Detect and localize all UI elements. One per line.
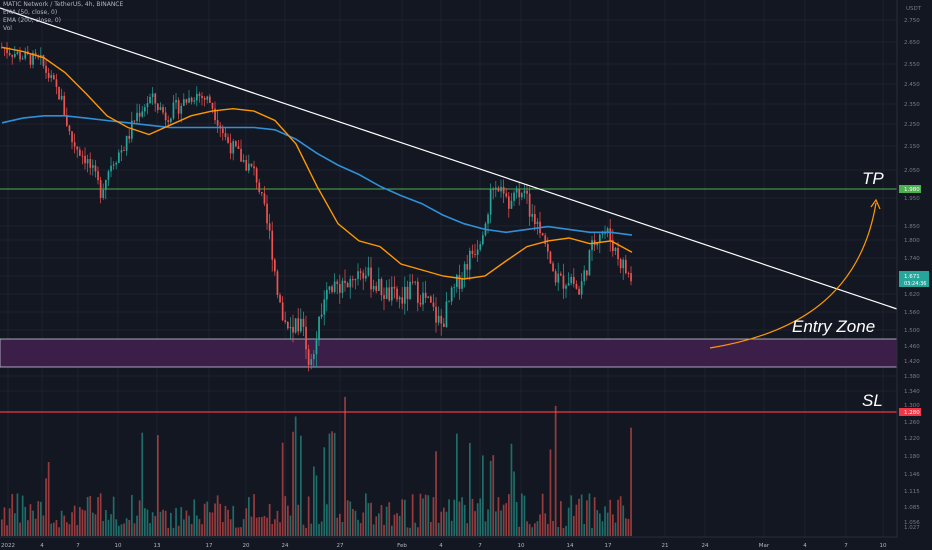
- x-tick-label: 17: [206, 543, 213, 549]
- ema200-legend: EMA (200, close, 0): [3, 17, 62, 24]
- y-tick-label: 1.500: [904, 328, 920, 334]
- y-tick-label: 2.350: [904, 102, 920, 108]
- y-tick-label: 1.340: [904, 389, 920, 395]
- tp-price-value: 1.980: [904, 187, 920, 193]
- y-tick-label: 1.620: [904, 292, 920, 298]
- x-tick-label: 7: [478, 543, 482, 549]
- x-tick-label: 27: [337, 543, 344, 549]
- y-tick-label: 1.085: [904, 505, 920, 511]
- y-tick-label: 1.740: [904, 256, 920, 262]
- current-price-tag: [899, 271, 929, 287]
- x-tick-label: 7: [844, 543, 848, 549]
- arrow-head-icon: [870, 198, 881, 210]
- entry-zone: [0, 338, 898, 368]
- x-tick-label: Mar: [759, 543, 770, 549]
- sl-label: SL: [862, 391, 883, 410]
- y-tick-label: 1.056: [904, 520, 920, 526]
- y-tick-label: 1.380: [904, 374, 920, 380]
- ema200-line: [1, 115, 633, 236]
- y-tick-label: 1.420: [904, 359, 920, 365]
- entry-zone-label: Entry Zone: [792, 317, 875, 336]
- y-tick-label: 2.550: [904, 62, 920, 68]
- x-tick-label: 13: [154, 543, 161, 549]
- x-tick-label: 17: [605, 543, 612, 549]
- y-tick-label: 1.850: [904, 224, 920, 230]
- y-tick-label: 1.460: [904, 344, 920, 350]
- downtrend-line: [0, 7, 898, 310]
- chart-legend: MATIC Network / TetherUS, 4h, BINANCE EM…: [3, 1, 123, 33]
- y-tick-label: 2.450: [904, 82, 920, 88]
- x-tick-label: 2022: [1, 543, 15, 549]
- currency-label: USDT: [906, 6, 922, 12]
- sl-price-tag: [899, 408, 921, 416]
- sl-price-value: 1.280: [904, 410, 920, 416]
- y-tick-label: 1.146: [904, 472, 920, 478]
- y-tick-label: 2.650: [904, 40, 920, 46]
- current-countdown: 03:24:36: [904, 281, 926, 287]
- x-tick-label: 20: [243, 543, 250, 549]
- x-tick-label: 10: [880, 543, 887, 549]
- ema50-legend: EMA (50, close, 0): [3, 9, 58, 16]
- y-tick-label: 1.027: [904, 525, 920, 531]
- y-tick-label: 1.260: [904, 420, 920, 426]
- x-tick-label: 4: [439, 543, 443, 549]
- y-tick-label: 1.950: [904, 196, 920, 202]
- y-tick-label: 1.180: [904, 454, 920, 460]
- y-tick-label: 1.220: [904, 436, 920, 442]
- projection-arrow: [709, 202, 877, 349]
- x-tick-label: 4: [803, 543, 807, 549]
- x-tick-label: 14: [567, 543, 574, 549]
- symbol-title: MATIC Network / TetherUS, 4h, BINANCE: [3, 1, 124, 8]
- volume-bars: [1, 396, 632, 536]
- y-tick-label: 1.115: [904, 489, 920, 495]
- x-tick-label: 24: [702, 543, 709, 549]
- ema50-line: [1, 46, 633, 280]
- x-tick-label: 21: [662, 543, 669, 549]
- y-tick-label: 2.050: [904, 168, 920, 174]
- y-tick-label: 1.800: [904, 238, 920, 244]
- time-axis[interactable]: 2022 4 7 10 13 17 20 24 27 Feb 4 7 10 14 17 21 24 Mar 4 7 10: [1, 543, 887, 549]
- current-price-value: 1.671: [904, 274, 920, 280]
- x-tick-label: 10: [115, 543, 122, 549]
- volume-legend: Vol: [3, 25, 12, 32]
- x-tick-label: 7: [76, 543, 80, 549]
- price-axis[interactable]: 2.750 2.650 2.550 2.450 2.350 2.250 2.150 2.050…: [904, 18, 920, 531]
- y-tick-label: 2.150: [904, 144, 920, 150]
- tp-price-tag: [899, 185, 921, 193]
- x-tick-label: 4: [40, 543, 44, 549]
- y-tick-label: 1.300: [904, 403, 920, 409]
- y-tick-label: 2.750: [904, 18, 920, 24]
- x-tick-label: Feb: [397, 543, 407, 549]
- y-tick-label: 1.560: [904, 310, 920, 316]
- x-tick-label: 24: [282, 543, 289, 549]
- tp-label: TP: [862, 169, 884, 188]
- x-tick-label: 10: [518, 543, 525, 549]
- y-tick-label: 2.250: [904, 122, 920, 128]
- candles: [1, 42, 632, 372]
